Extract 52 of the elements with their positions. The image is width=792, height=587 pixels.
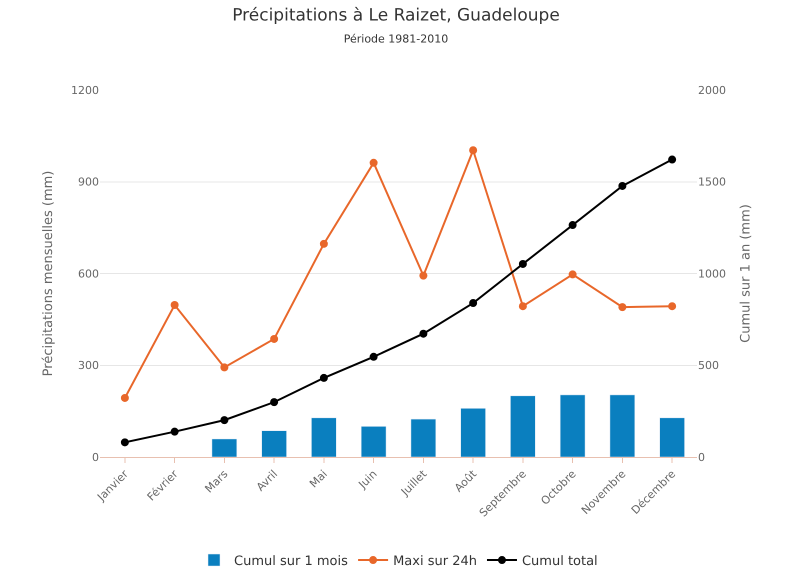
y2-tick-label: 500 (698, 359, 719, 372)
bar (460, 408, 486, 457)
bar (261, 430, 287, 457)
x-tick-label: Mai (307, 468, 330, 490)
point (320, 374, 328, 382)
point (220, 416, 228, 424)
y-tick-label: 0 (92, 450, 99, 464)
chart-title: Précipitations à Le Raizet, Guadeloupe (232, 6, 560, 26)
y2-tick-label: 1000 (698, 267, 726, 280)
point (568, 270, 577, 278)
legend-label: Maxi sur 24h (393, 554, 477, 570)
point (518, 260, 527, 268)
point (220, 363, 228, 372)
point (120, 438, 129, 446)
point (668, 302, 676, 310)
point (568, 221, 577, 230)
bar (610, 394, 636, 457)
point (668, 156, 676, 164)
y-tick-label: 600 (78, 267, 99, 280)
point (518, 302, 527, 310)
point (270, 334, 278, 343)
y-tick-label: 1200 (71, 84, 99, 97)
point (419, 330, 428, 338)
legend-label: Cumul sur 1 mois (234, 554, 348, 570)
point (469, 146, 478, 154)
point (120, 394, 129, 402)
point (320, 240, 328, 248)
point (370, 158, 378, 167)
bar (510, 396, 536, 457)
point (170, 301, 179, 309)
y-axis-title: Précipitations mensuelles (mm) (40, 170, 56, 376)
point (270, 398, 278, 406)
chart-subtitle: Période 1981-2010 (344, 32, 448, 46)
bar (410, 418, 436, 457)
point (618, 182, 626, 190)
point (170, 428, 179, 436)
y2-tick-label: 1500 (698, 176, 726, 189)
bar (311, 418, 337, 457)
bar (659, 418, 685, 457)
bar (360, 426, 386, 457)
point (618, 303, 626, 312)
legend-label: Cumul total (522, 554, 598, 570)
bar (560, 394, 586, 457)
point (370, 352, 378, 361)
bar (212, 438, 238, 457)
y-tick-label: 300 (78, 359, 99, 372)
point (469, 299, 478, 308)
y2-tick-label: 0 (698, 450, 705, 464)
y-tick-label: 900 (78, 176, 99, 189)
y2-axis-title: Cumul sur 1 an (mm) (738, 204, 754, 343)
point (419, 272, 428, 280)
y2-tick-label: 2000 (698, 84, 726, 97)
